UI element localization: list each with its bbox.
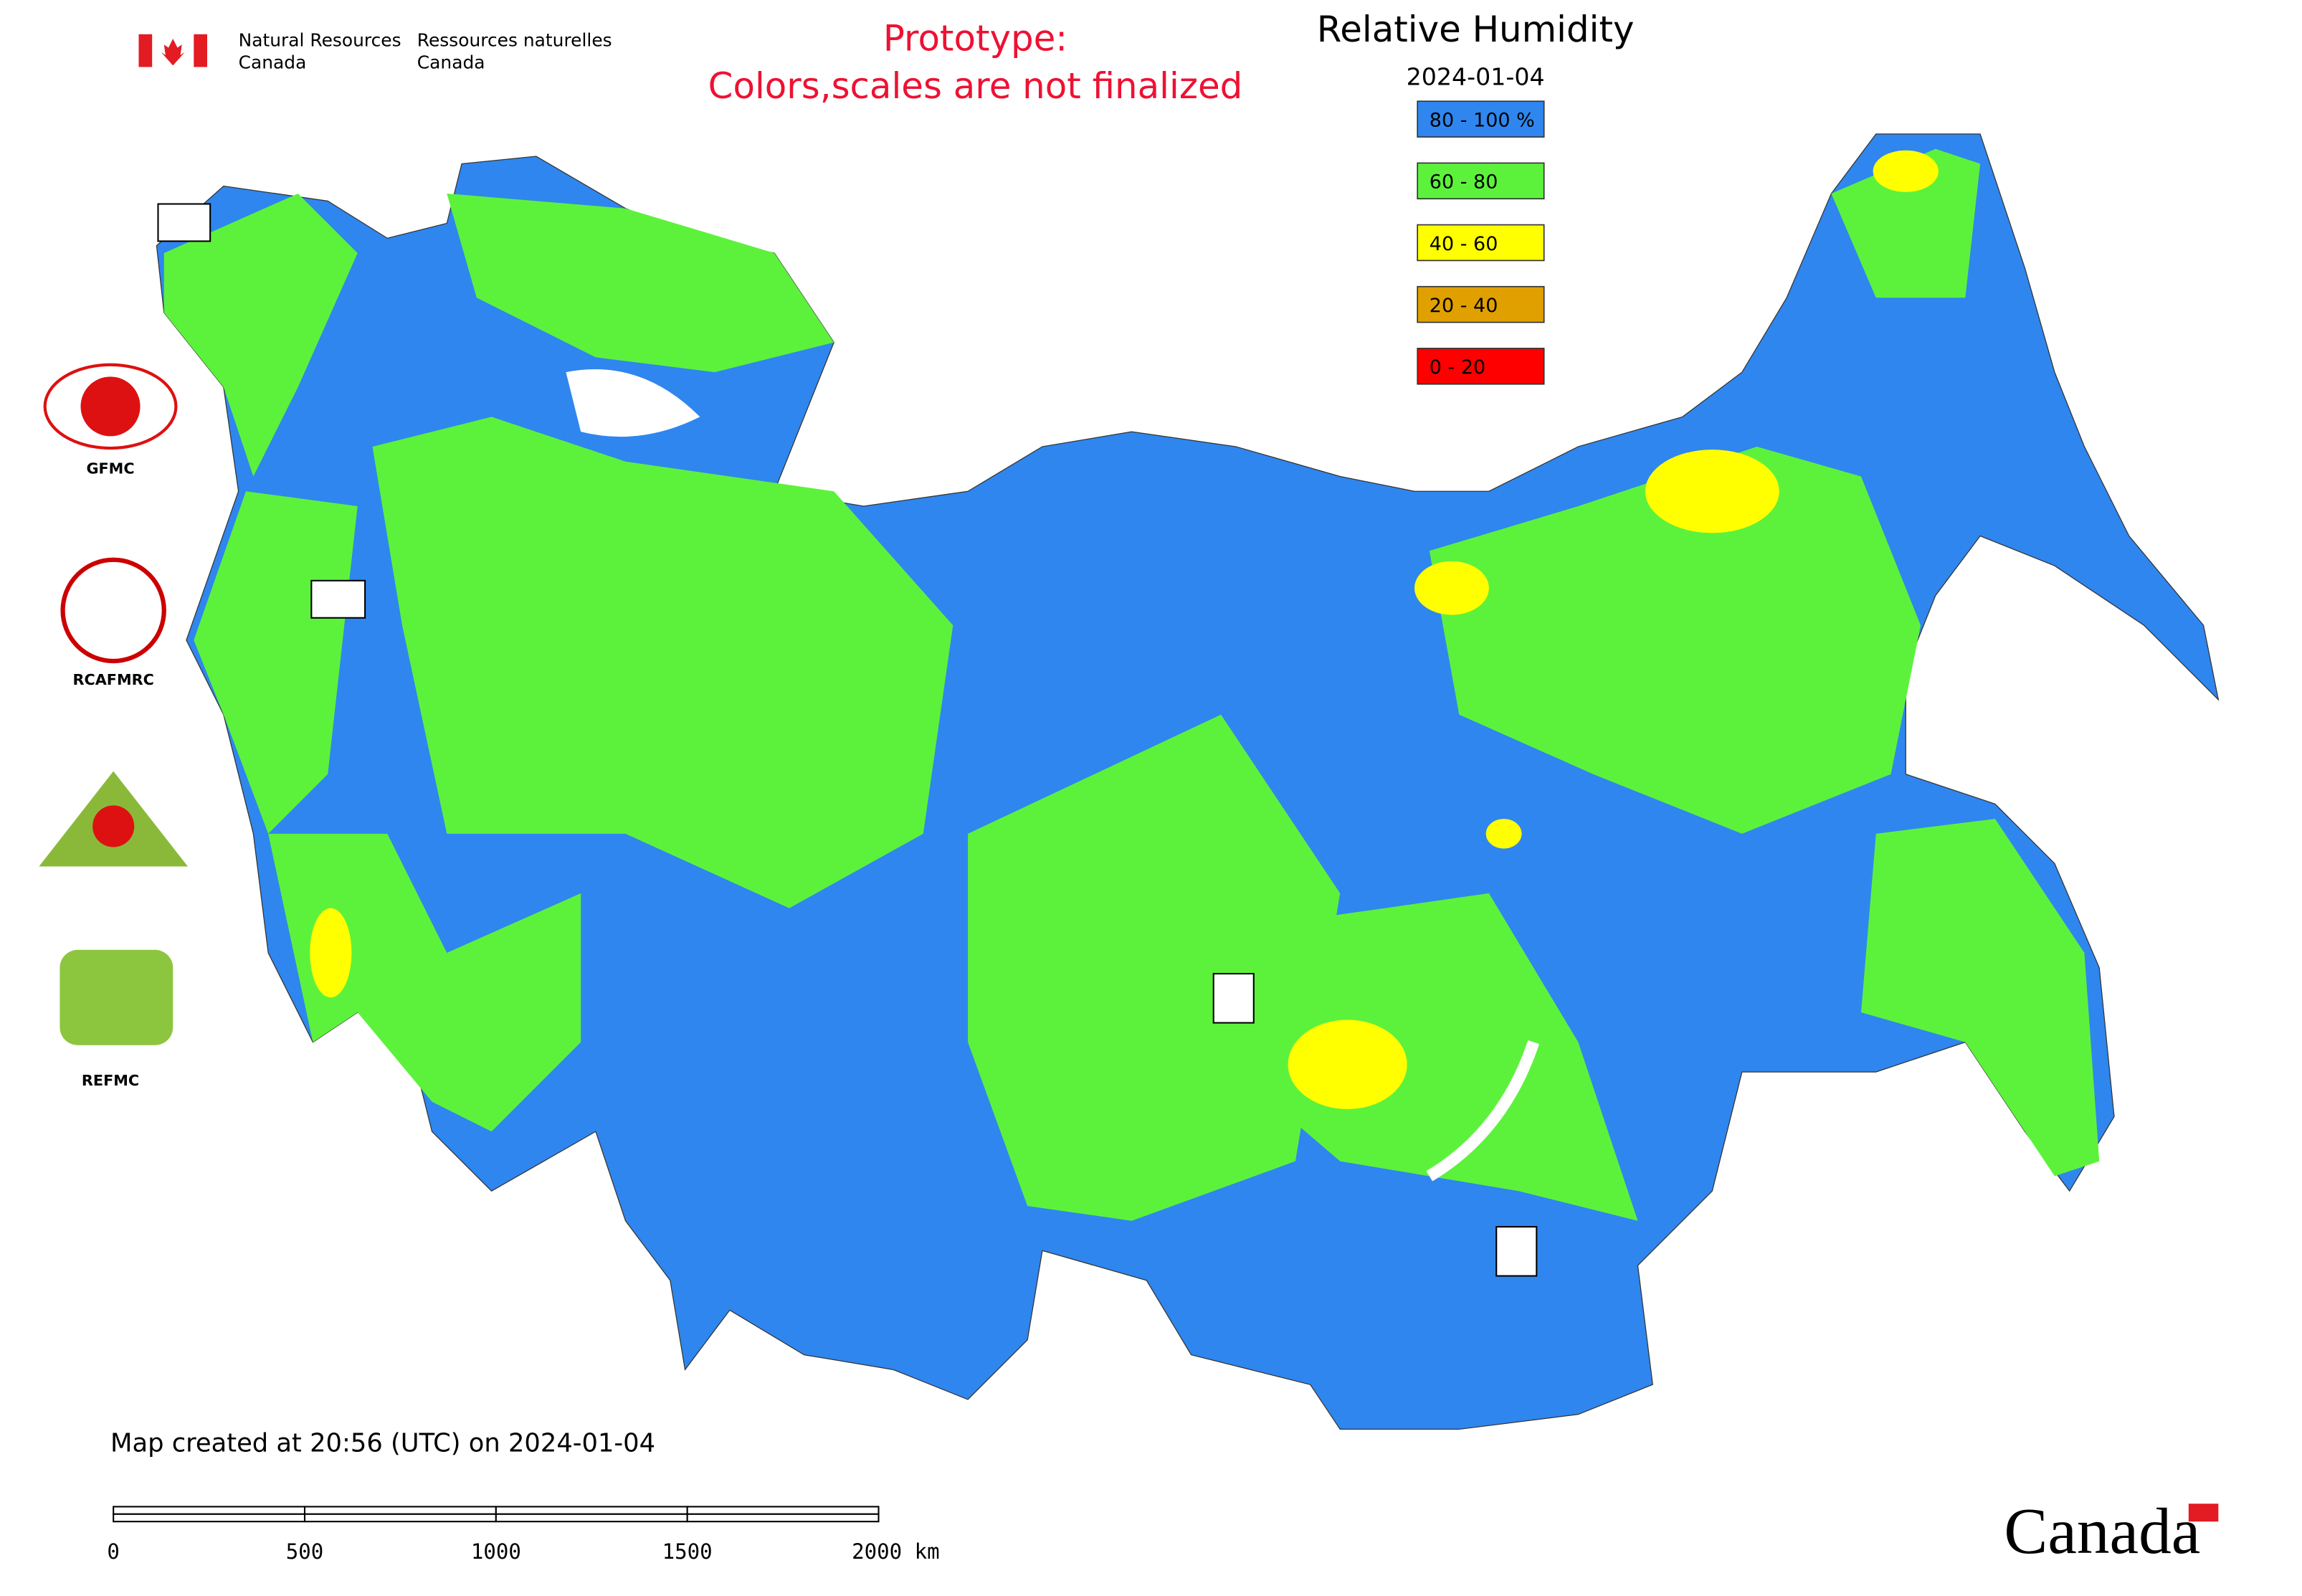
legend-label: 60 - 80 — [1430, 171, 1498, 194]
scale-label: 1000 — [471, 1539, 521, 1564]
legend-swatch — [1417, 285, 1545, 323]
scale-bar: 0 500 1000 1500 2000 km — [107, 1506, 940, 1564]
legend-label: 20 - 40 — [1430, 295, 1498, 317]
scale-segment — [495, 1513, 688, 1523]
gfmc-logo — [43, 363, 178, 450]
notice: Prototype: — [883, 18, 1067, 60]
notice: Colors,scales are not finalized — [708, 65, 1243, 107]
land-green — [1831, 148, 1981, 298]
legend-label: 80 - 100 % — [1430, 110, 1535, 132]
map-logo — [1495, 1225, 1538, 1277]
wordmark: Canada — [2004, 1495, 2200, 1567]
scale-label: 0 — [107, 1539, 120, 1564]
land-yellow — [1414, 561, 1489, 615]
land-green — [968, 714, 1341, 1221]
legend-date: 2024-01-04 — [1407, 62, 1545, 90]
logo-label: GFMC — [86, 460, 134, 477]
wordmark-flag — [2188, 1504, 2219, 1522]
land-green — [194, 491, 358, 834]
scale-segment — [303, 1513, 497, 1523]
map-logo — [1212, 972, 1255, 1024]
org-fr: Ressources naturelles — [417, 29, 612, 50]
scale-label: 2000 km — [852, 1539, 939, 1564]
land-yellow — [1873, 150, 1939, 192]
logos: GFMC RCAFMRC REFMC — [39, 203, 1538, 1277]
map-logo — [310, 579, 366, 619]
org-en: Natural Resources — [239, 29, 401, 50]
logo-label: REFMC — [82, 1072, 139, 1089]
scale-segment — [113, 1513, 306, 1523]
legend-swatch — [1417, 162, 1545, 200]
scale-segment — [113, 1506, 306, 1515]
land-green — [1235, 893, 1638, 1221]
land-green — [1429, 446, 1921, 834]
reefmc-logo — [92, 805, 135, 847]
map — [156, 133, 2220, 1430]
land-green — [372, 417, 953, 908]
map-logo — [157, 203, 211, 242]
legend-title: Relative Humidity — [1317, 9, 1635, 50]
scale-segment — [303, 1506, 497, 1515]
rcafmrc-logo — [60, 557, 166, 664]
land-green — [268, 833, 581, 1132]
scale-segment — [495, 1506, 688, 1515]
refmc-logo — [60, 949, 173, 1045]
legend-label: 40 - 60 — [1430, 233, 1498, 255]
scale-label: 1500 — [662, 1539, 713, 1564]
land-green — [447, 193, 834, 373]
legend-label: 0 - 20 — [1430, 356, 1485, 379]
scale-segment — [686, 1506, 880, 1515]
maple-leaf — [161, 38, 185, 66]
nrcan-signature: Natural Resources Canada Ressources natu… — [138, 29, 612, 73]
legend-swatch — [1417, 348, 1545, 385]
footer: Map created at 20:56 (UTC) on 2024-01-04 — [110, 1429, 655, 1458]
org-fr: Canada — [417, 52, 485, 73]
scale-segment — [686, 1513, 880, 1523]
logo-label: RCAFMRC — [73, 671, 154, 688]
legend-swatch — [1417, 224, 1545, 262]
land-yellow — [310, 908, 352, 998]
org-en: Canada — [239, 52, 307, 73]
legend-swatch — [1417, 100, 1545, 138]
legend: Relative Humidity 2024-01-04 80 - 100 % 6… — [1317, 9, 1635, 385]
land-yellow — [1485, 819, 1522, 849]
land-green — [1860, 819, 2100, 1177]
gfmc-logo — [80, 376, 141, 437]
land-green — [163, 193, 358, 477]
land-yellow — [1645, 450, 1779, 533]
scale-label: 500 — [286, 1539, 324, 1564]
flag-bar — [194, 34, 208, 67]
flag-bar — [138, 34, 153, 67]
land-yellow — [1288, 1020, 1407, 1109]
lake-baikal — [1426, 1040, 1540, 1182]
white-sea — [566, 369, 700, 437]
